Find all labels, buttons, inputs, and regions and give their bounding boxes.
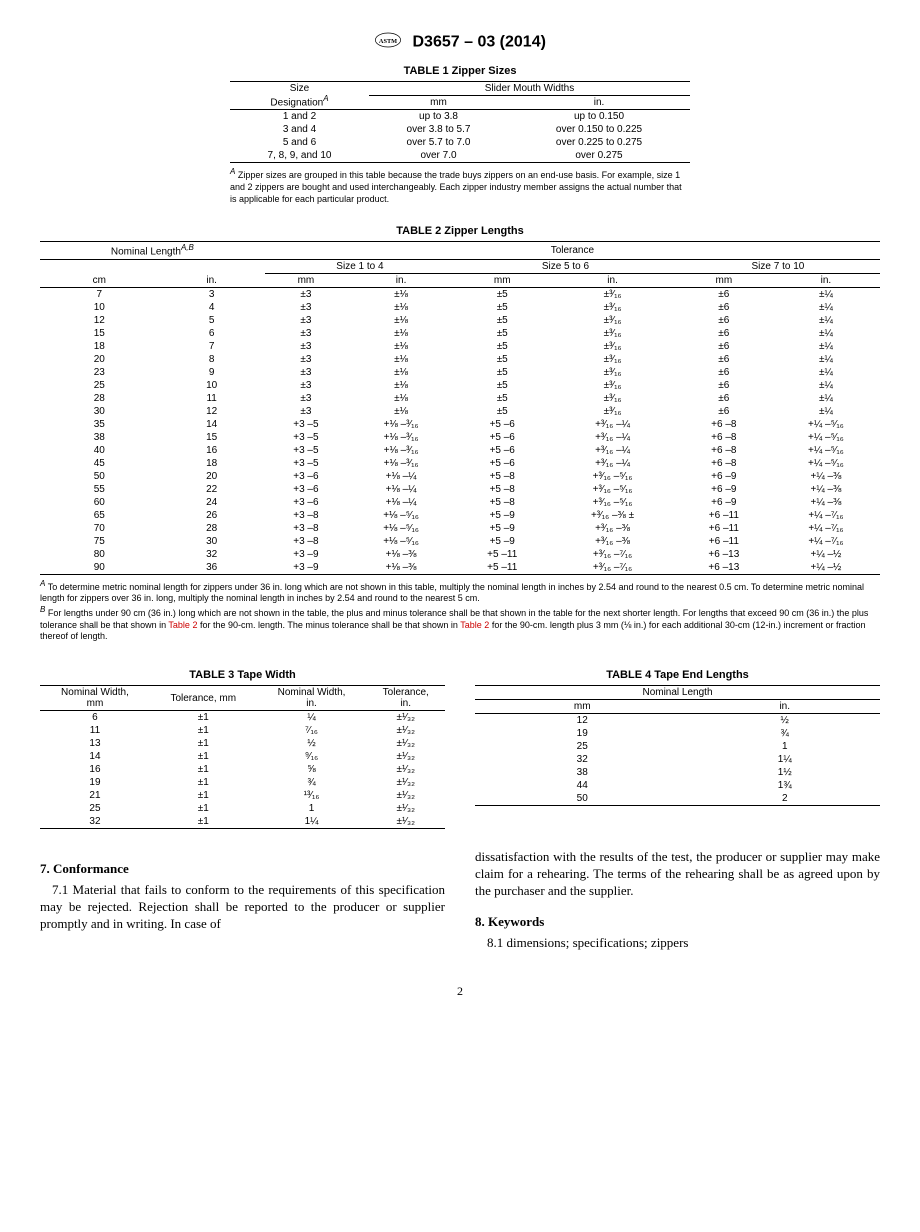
table-row: 19	[475, 727, 689, 740]
table-row: 38	[475, 766, 689, 779]
section-8-title: 8. Keywords	[475, 914, 880, 931]
t2-h-nom: Nominal Length	[111, 247, 181, 258]
table-row: 40	[40, 444, 159, 457]
t4-h-in: in.	[689, 700, 880, 714]
table-row: 1 and 2	[230, 110, 369, 124]
table-row: 70	[40, 522, 159, 535]
table-row: 38	[40, 431, 159, 444]
svg-text:ASTM: ASTM	[379, 38, 397, 45]
t3-h-nwin: Nominal Width, in.	[257, 686, 367, 711]
table-row: 13	[40, 737, 150, 750]
table-row: 14	[40, 750, 150, 763]
t2-h-in: in.	[159, 259, 265, 287]
table-row: 3 and 4	[230, 123, 369, 136]
t2-h-s14: Size 1 to 4	[265, 259, 455, 273]
table-row: 32	[475, 753, 689, 766]
table-row: 19	[40, 776, 150, 789]
table1-caption: TABLE 1 Zipper Sizes	[40, 65, 880, 77]
table-row: 32	[40, 815, 150, 829]
table-row: 7	[40, 287, 159, 301]
table-row: 45	[40, 457, 159, 470]
table-row: 18	[40, 340, 159, 353]
table3: Nominal Width, mm Tolerance, mm Nominal …	[40, 685, 445, 829]
table2-link-a[interactable]: Table 2	[168, 620, 197, 630]
table-row: 60	[40, 496, 159, 509]
table2: Nominal LengthA,B Tolerance cm in. Size …	[40, 241, 880, 574]
table2-link-b[interactable]: Table 2	[460, 620, 489, 630]
section-8-1: 8.1 dimensions; specifications; zippers	[475, 935, 880, 952]
t2-h-tol: Tolerance	[265, 242, 880, 259]
table-row: 12	[40, 314, 159, 327]
table-row: 11	[40, 724, 150, 737]
table4: Nominal Length mm in. 12½19¾251321¼381½4…	[475, 685, 880, 806]
t4-h-nom: Nominal Length	[475, 686, 880, 700]
table-row: 21	[40, 789, 150, 802]
astm-logo-icon: ASTM	[374, 30, 402, 55]
table-row: 90	[40, 561, 159, 575]
table-row: 44	[475, 779, 689, 792]
table-row: 35	[40, 418, 159, 431]
table-row: 12	[475, 714, 689, 728]
table-row: 55	[40, 483, 159, 496]
table-row: 5 and 6	[230, 136, 369, 149]
table1: Size DesignationA Slider Mouth Widths mm…	[230, 81, 690, 163]
table-row: 25	[40, 379, 159, 392]
t3-h-tolmm: Tolerance, mm	[150, 686, 257, 711]
table-row: 80	[40, 548, 159, 561]
document-header: ASTM D3657 – 03 (2014)	[40, 30, 880, 55]
table-row: 25	[475, 740, 689, 753]
t1-h-mm: mm	[369, 96, 508, 110]
t2-h-s710: Size 7 to 10	[676, 259, 880, 273]
table-row: 50	[475, 792, 689, 806]
table4-caption: TABLE 4 Tape End Lengths	[475, 669, 880, 681]
table-row: 23	[40, 366, 159, 379]
table-row: 15	[40, 327, 159, 340]
table2-caption: TABLE 2 Zipper Lengths	[40, 225, 880, 237]
t3-h-nwmm: Nominal Width, mm	[40, 686, 150, 711]
table-row: 10	[40, 301, 159, 314]
table-row: 6	[40, 711, 150, 725]
table2-footnotes: A To determine metric nominal length for…	[40, 579, 880, 643]
page-number: 2	[40, 984, 880, 999]
t2-h-s56: Size 5 to 6	[455, 259, 676, 273]
table-row: 50	[40, 470, 159, 483]
section-7-title: 7. Conformance	[40, 861, 445, 878]
document-number: D3657 – 03 (2014)	[413, 34, 546, 51]
section-7-1: 7.1 Material that fails to conform to th…	[40, 882, 445, 933]
table-row: 30	[40, 405, 159, 418]
t1-h-size: Size	[290, 83, 309, 94]
table-row: 16	[40, 763, 150, 776]
table1-footnote: A Zipper sizes are grouped in this table…	[230, 167, 690, 205]
t1-h-smw: Slider Mouth Widths	[369, 82, 690, 96]
t2-h-cm: cm	[40, 259, 159, 287]
section-7-cont: dissatisfaction with the results of the …	[475, 849, 880, 900]
table-row: 25	[40, 802, 150, 815]
t4-h-mm: mm	[475, 700, 689, 714]
table-row: 20	[40, 353, 159, 366]
t1-h-in: in.	[508, 96, 690, 110]
table-row: 65	[40, 509, 159, 522]
table-row: 28	[40, 392, 159, 405]
t3-h-tolin: Tolerance, in.	[366, 686, 445, 711]
table-row: 7, 8, 9, and 10	[230, 149, 369, 163]
t1-h-sup: A	[323, 94, 328, 103]
table-row: 75	[40, 535, 159, 548]
t1-h-desig: Designation	[270, 97, 323, 108]
table3-caption: TABLE 3 Tape Width	[40, 669, 445, 681]
